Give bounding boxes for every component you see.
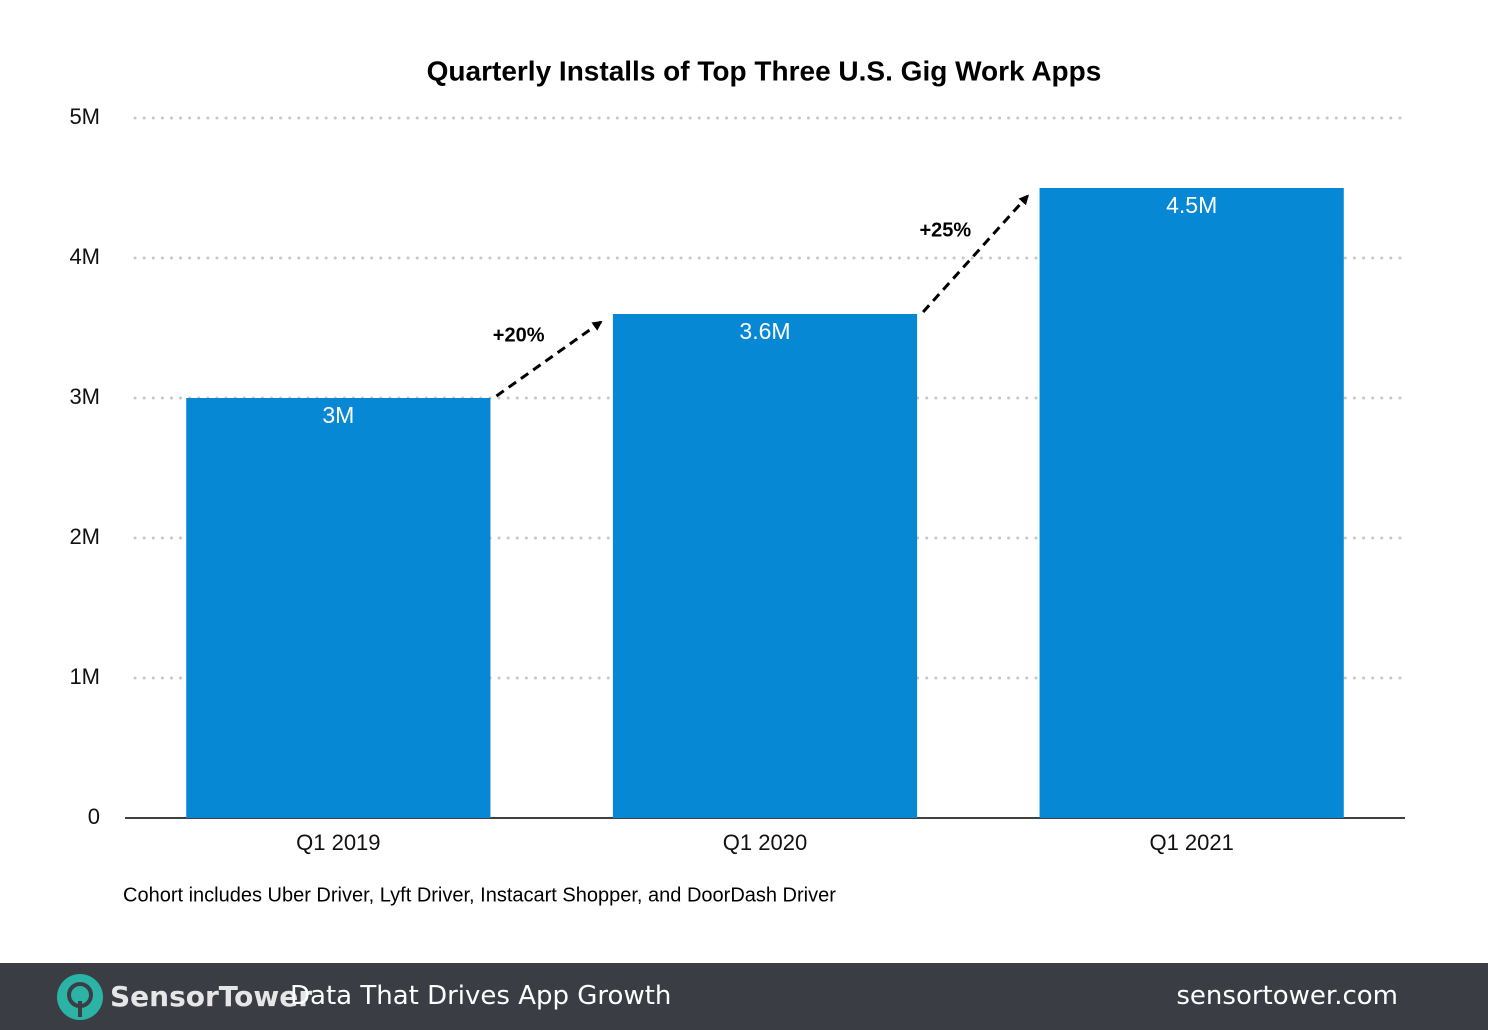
growth-label: +20%	[493, 324, 545, 346]
x-tick-label: Q1 2021	[1149, 830, 1233, 855]
chart-title: Quarterly Installs of Top Three U.S. Gig…	[427, 55, 1102, 86]
value-label: 3.6M	[739, 318, 790, 344]
footer: SensorTower Data That Drives App Growth …	[0, 963, 1488, 1030]
logo	[57, 974, 103, 1020]
y-tick-label: 3M	[69, 384, 100, 409]
growth-arrow	[495, 320, 603, 398]
growth-label: +25%	[919, 219, 971, 241]
url: sensortower.com	[1176, 981, 1398, 1011]
y-tick-label: 1M	[69, 664, 100, 689]
x-tick-label: Q1 2020	[723, 830, 807, 855]
footnote: Cohort includes Uber Driver, Lyft Driver…	[123, 884, 836, 906]
x-tick-label: Q1 2019	[296, 830, 380, 855]
growth-arrow	[921, 194, 1029, 314]
y-tick-label: 0	[88, 804, 100, 829]
bar	[612, 314, 918, 818]
bar	[1039, 188, 1344, 818]
chart: Quarterly Installs of Top Three U.S. Gig…	[69, 55, 1405, 906]
y-tick-label: 4M	[69, 244, 100, 269]
tagline: Data That Drives App Growth	[290, 981, 672, 1011]
y-tick-label: 2M	[69, 524, 100, 549]
y-tick-label: 5M	[69, 104, 100, 129]
bar	[186, 398, 491, 818]
value-label: 4.5M	[1166, 192, 1217, 218]
value-label: 3M	[322, 402, 354, 428]
brand: SensorTower	[110, 980, 313, 1013]
